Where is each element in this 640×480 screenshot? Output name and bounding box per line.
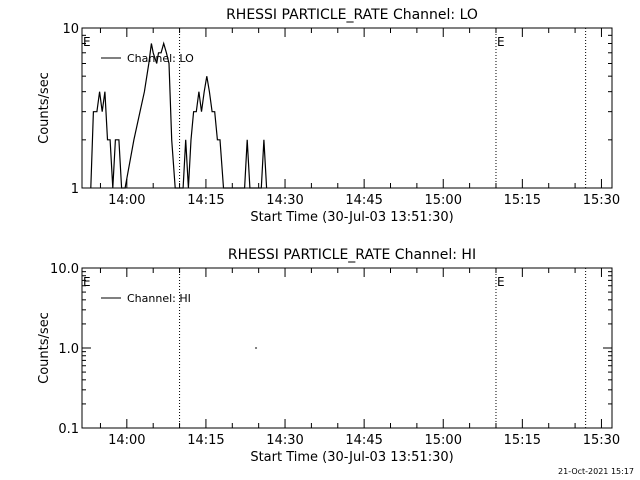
panel-2-title: RHESSI PARTICLE_RATE Channel: HI	[228, 247, 476, 263]
date-stamp: 21-Oct-2021 15:17	[558, 467, 634, 476]
panel-1-x-tick-label: 14:30	[266, 193, 303, 208]
panel-2-x-tick-label: 14:30	[266, 433, 303, 448]
panel-2-event-marker: E	[497, 275, 505, 289]
panel-1-event-marker: E	[497, 35, 505, 49]
panel-1-y-axis-label: Counts/sec	[37, 72, 52, 144]
panel-1-x-tick-label: 14:15	[187, 193, 224, 208]
panel-1-x-tick-label: 14:00	[108, 193, 145, 208]
panel-1-x-axis-label: Start Time (30-Jul-03 13:51:30)	[250, 210, 453, 225]
panel-1-y-tick-label: 1	[71, 182, 79, 197]
panel-1-x-tick-label: 15:15	[504, 193, 541, 208]
panel-1-y-tick-label: 10	[62, 22, 79, 37]
panel-1-title: RHESSI PARTICLE_RATE Channel: LO	[226, 7, 478, 23]
panel-2-y-tick-label: 1.0	[58, 342, 79, 357]
panel-2-y-tick-label: 0.1	[58, 422, 79, 437]
panel-2-x-tick-label: 15:15	[504, 433, 541, 448]
panel-1-series-line	[90, 41, 268, 189]
panel-2-event-marker: E	[83, 275, 91, 289]
panel-2-y-axis-label: Counts/sec	[37, 312, 52, 384]
panel-1-x-tick-label: 15:00	[425, 193, 462, 208]
panel-1-x-tick-label: 14:45	[345, 193, 382, 208]
panel-2-x-tick-label: 15:30	[583, 433, 620, 448]
panel-2-x-tick-label: 14:00	[108, 433, 145, 448]
panel-2-x-tick-label: 14:15	[187, 433, 224, 448]
panel-2-legend-label: Channel: HI	[127, 292, 191, 305]
panel-1-legend-label: Channel: LO	[127, 52, 194, 65]
panel-2-x-tick-label: 14:45	[345, 433, 382, 448]
panel-2-x-axis-label: Start Time (30-Jul-03 13:51:30)	[250, 450, 453, 465]
panel-2-y-tick-label: 10.0	[50, 262, 79, 277]
panel-1-axes-frame	[81, 27, 613, 189]
panel-1-x-tick-label: 15:30	[583, 193, 620, 208]
panel-2-x-tick-label: 15:00	[425, 433, 462, 448]
panel-1-event-marker: E	[83, 35, 91, 49]
